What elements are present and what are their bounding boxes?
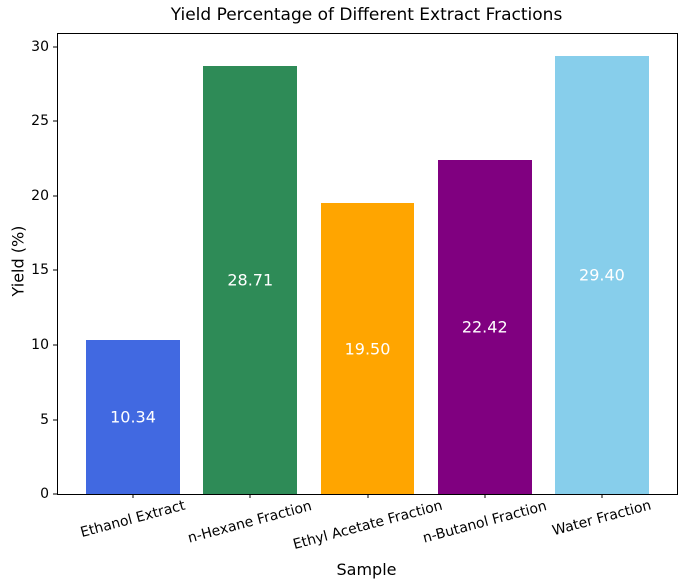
bar-water-fraction: 29.40 — [555, 55, 649, 494]
y-tick-label: 0 — [40, 486, 49, 502]
x-tick-mark — [367, 494, 368, 498]
y-tick-mark — [53, 419, 57, 420]
y-tick-label: 25 — [31, 113, 49, 130]
bar-n-hexane-fraction: 28.71 — [203, 66, 298, 494]
x-tick-mark — [249, 494, 251, 498]
y-tick-mark — [53, 269, 57, 271]
bar-n-butanol-fraction: 22.42 — [437, 159, 532, 494]
x-tick-label-water-fraction: Water Fraction — [550, 497, 653, 540]
bar-value-label: 28.71 — [227, 270, 274, 290]
x-tick-label-ethanol-extract: Ethanol Extract — [78, 497, 187, 541]
y-axis-label: Yield (%) — [8, 225, 28, 297]
x-tick-mark — [601, 494, 603, 498]
y-tick-mark — [53, 46, 57, 48]
y-tick-label: 30 — [31, 38, 49, 55]
y-tick-mark — [53, 493, 57, 495]
x-tick-mark — [484, 494, 486, 498]
y-tick-label: 5 — [40, 411, 49, 428]
x-tick-label-ethyl-acetate-fraction: Ethyl Acetate Fraction — [290, 497, 444, 553]
bar-ethanol-extract: 10.34 — [86, 339, 180, 494]
bar-value-label: 29.40 — [579, 265, 625, 285]
y-tick-label: 10 — [31, 337, 49, 353]
y-tick-mark — [53, 195, 57, 197]
y-tick-label: 15 — [31, 262, 49, 279]
y-tick-mark — [53, 344, 57, 346]
x-axis-label: Sample — [336, 560, 397, 579]
y-tick-label: 20 — [31, 187, 49, 204]
bar-value-label: 22.42 — [461, 317, 508, 337]
bar-value-label: 10.34 — [110, 407, 156, 427]
bar-value-label: 19.50 — [344, 339, 391, 359]
bar-ethyl-acetate-fraction: 19.50 — [320, 203, 415, 494]
y-tick-mark — [53, 120, 57, 122]
chart-title: Yield Percentage of Different Extract Fr… — [170, 5, 563, 25]
plot-area: Ethanol Extract n-Hexane Fraction Ethyl Ac… — [31, 33, 678, 553]
x-tick-mark — [132, 494, 134, 498]
